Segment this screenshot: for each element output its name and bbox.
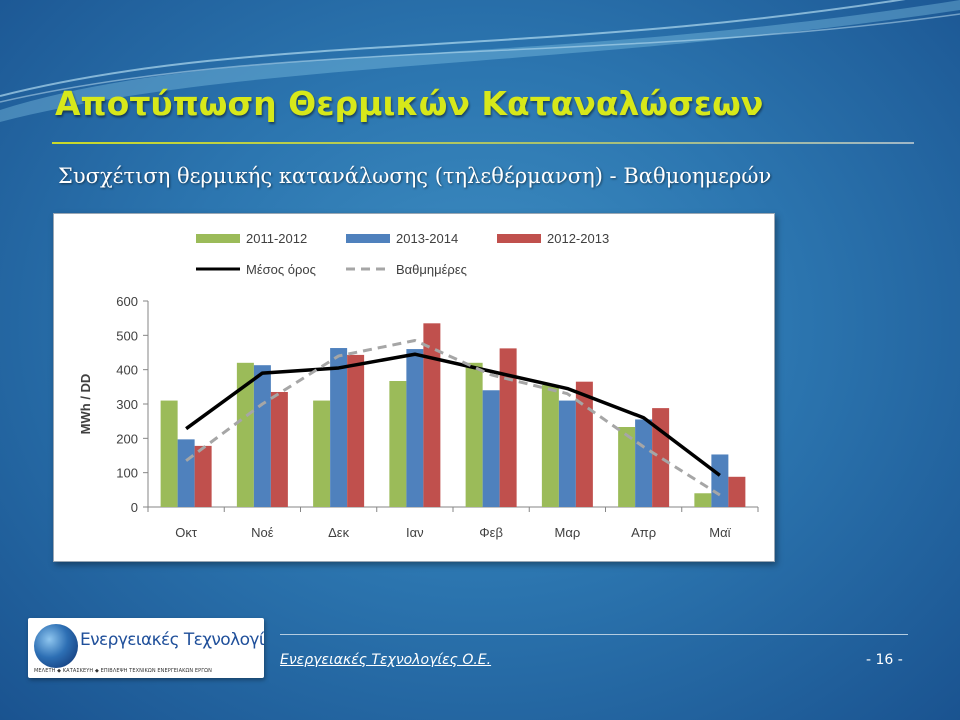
bar xyxy=(652,408,670,507)
bar xyxy=(330,348,348,507)
y-tick-label: 200 xyxy=(116,431,138,446)
globe-icon xyxy=(34,624,78,668)
company-logo: Ενεργειακές Τεχνολογίες ΜΕΛΕΤΗ ◆ ΚΑΤΑΣΚΕ… xyxy=(28,618,264,678)
bar xyxy=(694,493,712,507)
y-tick-label: 300 xyxy=(116,397,138,412)
bar xyxy=(575,381,593,507)
chart-panel: 0 100 200 300 400 500 600 MWh / DD Οκτ Νοέ Δεκ Ιαν Φ… xyxy=(53,213,775,562)
bar xyxy=(482,390,500,507)
bar xyxy=(618,427,636,507)
bar xyxy=(499,348,517,507)
bar xyxy=(270,391,288,507)
y-tick-label: 0 xyxy=(131,500,138,515)
y-tick-label: 600 xyxy=(116,294,138,309)
page-number: - 16 - xyxy=(866,652,903,668)
average-line xyxy=(185,352,721,477)
legend-swatch xyxy=(497,234,541,243)
consumption-chart: 0 100 200 300 400 500 600 MWh / DD Οκτ Νοέ Δεκ Ιαν Φ… xyxy=(78,231,759,540)
y-tick-label: 100 xyxy=(116,466,138,481)
y-axis-label: MWh / DD xyxy=(78,374,93,435)
bar xyxy=(465,362,483,507)
bar xyxy=(389,380,407,507)
bar xyxy=(313,400,331,507)
x-tick-label: Δεκ xyxy=(328,525,349,540)
legend-label: 2012-2013 xyxy=(547,231,609,246)
legend-label: Βαθμημέρες xyxy=(396,262,467,277)
y-tick-label: 500 xyxy=(116,328,138,343)
x-tick-label: Μαρ xyxy=(555,525,581,540)
footer-divider xyxy=(280,634,908,635)
legend-label: Μέσος όρος xyxy=(246,262,316,277)
x-tick-label: Φεβ xyxy=(479,525,503,540)
bar xyxy=(347,354,365,507)
x-tick-label: Οκτ xyxy=(175,525,198,540)
x-tick-label: Ιαν xyxy=(406,525,424,540)
bar xyxy=(558,400,576,507)
logo-tagline: ΜΕΛΕΤΗ ◆ ΚΑΤΑΣΚΕΥΗ ◆ ΕΠΙΒΛΕΨΗ ΤΕΧΝΙΚΩΝ Ε… xyxy=(34,668,212,674)
slide-subtitle: Συσχέτιση θερμικής κατανάλωσης (τηλεθέρμ… xyxy=(58,164,772,188)
x-tick-label: Απρ xyxy=(631,525,656,540)
footer-company-link[interactable]: Ενεργειακές Τεχνολογίες Ο.Ε. xyxy=(280,652,492,668)
bar xyxy=(236,362,254,507)
bar xyxy=(406,349,424,507)
bar xyxy=(728,476,746,507)
slide-title: Αποτύπωση Θερμικών Καταναλώσεων xyxy=(55,84,764,123)
bar xyxy=(635,419,653,507)
bar xyxy=(194,445,212,507)
bar xyxy=(253,365,271,507)
logo-name: Ενεργειακές Τεχνολογίες xyxy=(80,630,264,650)
x-tick-label: Νοέ xyxy=(251,525,274,540)
bar xyxy=(541,385,559,507)
legend-label: 2013-2014 xyxy=(396,231,458,246)
legend-swatch xyxy=(346,234,390,243)
bar xyxy=(177,439,195,507)
bar xyxy=(711,454,729,507)
y-tick-label: 400 xyxy=(116,363,138,378)
bar xyxy=(160,400,178,507)
legend-label: 2011-2012 xyxy=(246,231,307,246)
background-swoosh xyxy=(0,0,960,122)
degree-days-line xyxy=(185,338,721,497)
bar xyxy=(423,323,441,507)
x-tick-label: Μαϊ xyxy=(709,525,731,540)
legend-swatch xyxy=(196,234,240,243)
title-underline xyxy=(52,142,914,144)
